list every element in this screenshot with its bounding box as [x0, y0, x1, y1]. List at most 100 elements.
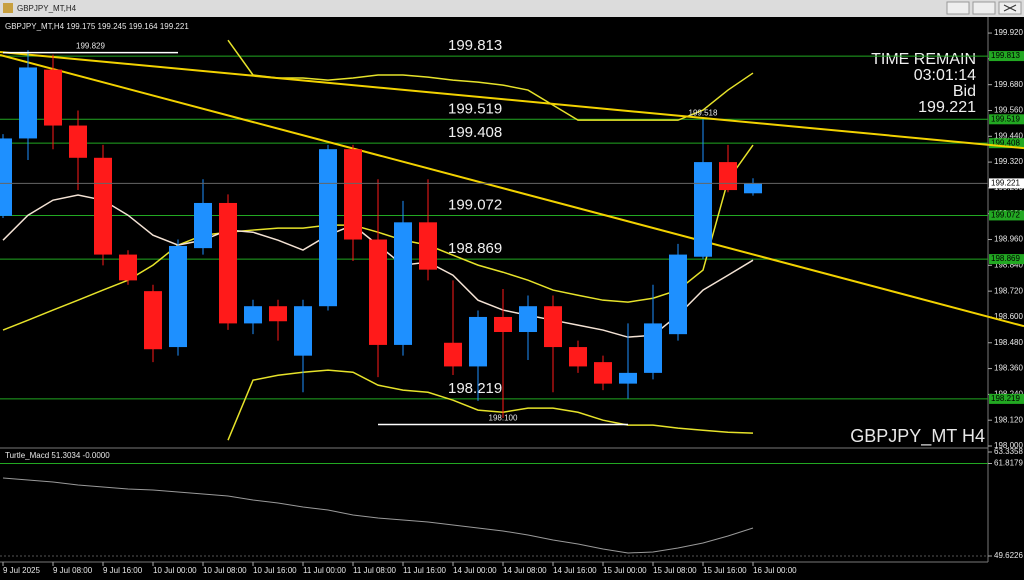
header-open: 199.175: [66, 22, 95, 31]
title-bar: [0, 0, 1024, 17]
x-tick-label: 10 Jul 16:00: [253, 566, 297, 575]
indicator-line: [227, 39, 754, 121]
time-remain-title: TIME REMAIN: [871, 51, 976, 68]
candle-body: [219, 202, 237, 324]
price-marker-label: 199.829: [76, 42, 105, 51]
y-tick-label: 198.000: [994, 441, 1023, 450]
y-tick-label: 198.960: [994, 235, 1023, 244]
y-tick-label: 49.6226: [994, 551, 1023, 560]
y-tick-label: 198.720: [994, 286, 1023, 295]
candle-body: [669, 254, 687, 335]
level-axis-label: 199.519: [991, 114, 1020, 123]
candle-body: [619, 372, 637, 384]
trend-line: [0, 50, 1024, 150]
bid-label: Bid: [953, 83, 976, 100]
header-high: 199.245: [98, 22, 127, 31]
y-tick-label: 198.360: [994, 364, 1023, 373]
candle-body: [644, 323, 662, 373]
y-tick-label: 63.3358: [994, 447, 1023, 456]
candle-body: [94, 157, 112, 255]
x-tick-label: 15 Jul 08:00: [653, 566, 697, 575]
candle-body: [694, 162, 712, 257]
x-tick-label: 9 Jul 08:00: [53, 566, 93, 575]
chart-header: GBPJPY_MT,H4 199.175 199.245 199.164 199…: [5, 22, 189, 31]
x-tick-label: 11 Jul 16:00: [403, 566, 447, 575]
x-tick-label: 9 Jul 2025: [3, 566, 40, 575]
level-axis-label: 199.813: [991, 51, 1020, 60]
window-title: GBPJPY_MT,H4: [17, 4, 77, 13]
header-close: 199.221: [160, 22, 189, 31]
bid-axis-label: 199.221: [991, 179, 1020, 188]
x-tick-label: 14 Jul 16:00: [553, 566, 597, 575]
bid-axis-tag: [989, 178, 1024, 189]
level-axis-label: 198.869: [991, 254, 1020, 263]
y-tick-label: 199.440: [994, 131, 1023, 140]
x-tick-label: 16 Jul 00:00: [753, 566, 797, 575]
x-tick-label: 11 Jul 08:00: [353, 566, 397, 575]
y-tick-label: 198.600: [994, 312, 1023, 321]
y-tick-label: 198.840: [994, 260, 1023, 269]
level-axis-label: 199.072: [991, 211, 1020, 220]
x-tick-label: 10 Jul 00:00: [153, 566, 197, 575]
candle-body: [119, 254, 137, 281]
x-tick-label: 15 Jul 00:00: [603, 566, 647, 575]
candle-body: [419, 222, 437, 270]
y-tick-label: 199.560: [994, 106, 1023, 115]
candle-body: [544, 306, 562, 348]
level-label: 198.869: [448, 240, 502, 257]
y-tick-label: 199.920: [994, 28, 1023, 37]
candle-body: [244, 306, 262, 324]
x-tick-label: 9 Jul 16:00: [103, 566, 143, 575]
peak-label: 199.518: [689, 109, 718, 118]
indicator-title: Turtle_Macd 51.3034 -0.0000: [5, 451, 110, 460]
candle-body: [744, 183, 762, 194]
time-remain: 03:01:14: [914, 67, 976, 84]
candle-body: [0, 138, 12, 216]
x-tick-label: 15 Jul 16:00: [703, 566, 747, 575]
candle-body: [369, 239, 387, 345]
candle-body: [444, 342, 462, 367]
maximize-button[interactable]: [972, 1, 996, 15]
candle-body: [319, 149, 337, 307]
level-axis-tag: [989, 210, 1024, 221]
level-label: 199.813: [448, 37, 502, 54]
candle-body: [294, 306, 312, 356]
indicator-line: [2, 477, 754, 554]
y-tick-label: 61.8179: [994, 459, 1023, 468]
level-axis-tag: [989, 138, 1024, 149]
x-tick-label: 11 Jul 00:00: [303, 566, 347, 575]
level-label: 199.519: [448, 100, 502, 117]
candle-body: [469, 316, 487, 367]
candle-body: [719, 162, 737, 191]
candle-body: [44, 69, 62, 126]
candle-body: [194, 202, 212, 249]
candle-body: [519, 306, 537, 333]
minimize-button[interactable]: [946, 1, 970, 15]
level-label: 199.408: [448, 124, 502, 141]
candle-body: [394, 222, 412, 345]
price-marker-label: 198.100: [489, 414, 518, 423]
candle-body: [494, 316, 512, 333]
y-tick-label: 199.320: [994, 157, 1023, 166]
candle-body: [19, 67, 37, 139]
level-axis-label: 199.408: [991, 138, 1020, 147]
candle-body: [269, 306, 287, 322]
level-label: 198.219: [448, 380, 502, 397]
candle-body: [69, 125, 87, 158]
bid-value: 199.221: [918, 99, 976, 116]
level-axis-tag: [989, 393, 1024, 404]
y-tick-label: 198.120: [994, 415, 1023, 424]
symbol-label: GBPJPY_MT H4: [850, 426, 985, 447]
header-low: 199.164: [129, 22, 158, 31]
trend-line: [0, 54, 1024, 328]
indicator-line: [227, 369, 754, 441]
x-tick-label: 14 Jul 08:00: [503, 566, 547, 575]
candle-body: [169, 245, 187, 348]
y-tick-label: 198.480: [994, 338, 1023, 347]
x-tick-label: 10 Jul 08:00: [203, 566, 247, 575]
window-icon: [3, 3, 13, 13]
header-symbol: GBPJPY_MT,H4: [5, 22, 65, 31]
y-tick-label: 199.680: [994, 80, 1023, 89]
x-tick-label: 14 Jul 00:00: [453, 566, 497, 575]
